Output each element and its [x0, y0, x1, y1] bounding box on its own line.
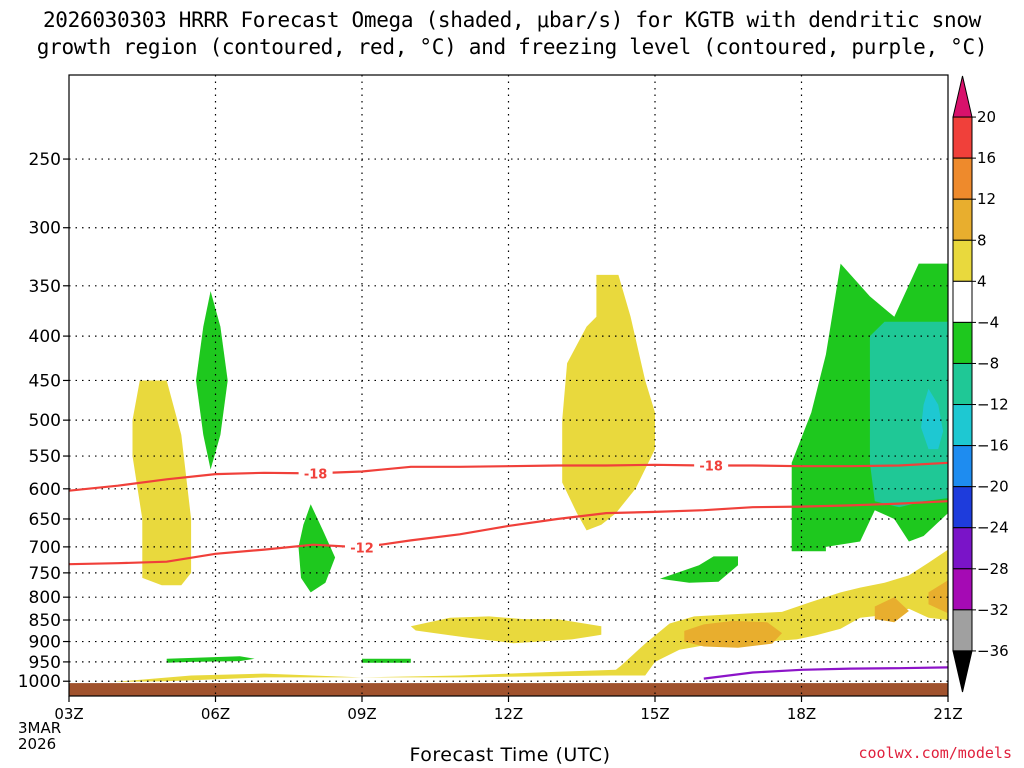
- y-tick-label: 550: [29, 447, 61, 467]
- colorbar-swatch: [952, 280, 973, 323]
- omega-region-14: [921, 388, 944, 450]
- credit-link[interactable]: coolwx.com/models: [858, 744, 1012, 762]
- init-date: 3MAR 2026: [18, 720, 61, 752]
- init-date-day: 3MAR: [18, 719, 62, 737]
- colorbar-swatch: [952, 568, 973, 611]
- contour-freezing-level: [703, 666, 948, 680]
- colorbar-label: 12: [977, 190, 996, 208]
- x-tick-label: 09Z: [347, 705, 376, 723]
- colorbar-top-arrow: [952, 75, 973, 118]
- chart-title-line-2: growth region (contoured, red, °C) and f…: [36, 35, 988, 59]
- colorbar-label: −36: [977, 642, 1009, 660]
- y-tick-label: 850: [29, 611, 61, 631]
- contour-label: -18: [304, 467, 328, 482]
- omega-region-8: [298, 504, 336, 593]
- colorbar-label: −4: [977, 313, 999, 331]
- y-tick-label: 600: [29, 480, 61, 500]
- chart-title-line-1: 2026030303 HRRR Forecast Omega (shaded, …: [42, 8, 982, 32]
- colorbar-label: −12: [977, 396, 1009, 414]
- colorbar-label: 4: [977, 272, 987, 290]
- y-tick-label: 450: [29, 371, 61, 391]
- y-tick-label: 800: [29, 588, 61, 608]
- contour-label-bg: [694, 457, 729, 474]
- y-tick-label: 700: [29, 538, 61, 558]
- omega-region-13: [869, 321, 948, 508]
- x-tick-label: 15Z: [640, 705, 669, 723]
- contour--12: [69, 500, 948, 566]
- init-date-year: 2026: [18, 735, 57, 753]
- omega-region-5: [874, 597, 909, 623]
- x-axis-label: Forecast Time (UTC): [409, 744, 611, 766]
- colorbar-swatch: [952, 527, 973, 570]
- y-tick-label: 950: [29, 653, 61, 673]
- colorbar-label: −32: [977, 601, 1009, 619]
- omega-region-10: [362, 658, 411, 663]
- colorbar-label: 8: [977, 231, 987, 249]
- colorbar-swatch: [952, 321, 973, 364]
- omega-region-9: [166, 656, 255, 663]
- terrain-fill: [69, 683, 948, 696]
- x-tick-label: 21Z: [933, 705, 962, 723]
- colorbar-swatch: [952, 362, 973, 406]
- x-tick-label: 03Z: [54, 705, 83, 723]
- omega-region-2: [410, 616, 602, 644]
- omega-region-3: [113, 549, 948, 682]
- x-tick-label: 12Z: [494, 705, 523, 723]
- omega-region-7: [196, 291, 228, 470]
- colorbar-label: −28: [977, 560, 1009, 578]
- colorbar-swatch: [952, 198, 973, 241]
- colorbar-label: −24: [977, 519, 1009, 537]
- y-tick-label: 350: [29, 277, 61, 297]
- colorbar-label: −16: [977, 437, 1009, 455]
- colorbar-label: −20: [977, 478, 1009, 496]
- colorbar-bottom-arrow: [952, 650, 973, 693]
- y-tick-label: 1000: [18, 672, 61, 692]
- colorbar-swatch: [952, 486, 973, 529]
- colorbar-swatch: [952, 239, 973, 282]
- y-tick-label: 400: [29, 327, 61, 347]
- omega-region-1: [562, 274, 655, 531]
- y-tick-label: 500: [29, 411, 61, 431]
- contour-label: -18: [699, 460, 723, 475]
- x-tick-label: 06Z: [201, 705, 230, 723]
- y-tick-label: 650: [29, 510, 61, 530]
- omega-region-4: [684, 620, 782, 648]
- omega-region-6: [928, 580, 948, 614]
- contour-label: -12: [350, 541, 374, 556]
- colorbar-swatch: [952, 445, 973, 488]
- omega-region-11: [659, 556, 738, 583]
- x-tick-label: 18Z: [787, 705, 816, 723]
- colorbar-swatch: [952, 157, 973, 200]
- colorbar-label: −8: [977, 354, 999, 372]
- contour-label-bg: [345, 539, 379, 556]
- y-tick-label: 300: [29, 219, 61, 239]
- y-tick-label: 250: [29, 150, 61, 170]
- contour--18: [69, 461, 948, 492]
- omega-region-0: [132, 380, 192, 586]
- colorbar-swatch: [952, 609, 973, 652]
- colorbar-swatch: [952, 404, 973, 447]
- colorbar-swatch: [952, 116, 973, 159]
- contour-label-bg: [298, 465, 333, 482]
- y-tick-label: 900: [29, 633, 61, 653]
- y-tick-label: 750: [29, 564, 61, 584]
- colorbar-label: 16: [977, 149, 996, 167]
- colorbar-label: 20: [977, 108, 996, 126]
